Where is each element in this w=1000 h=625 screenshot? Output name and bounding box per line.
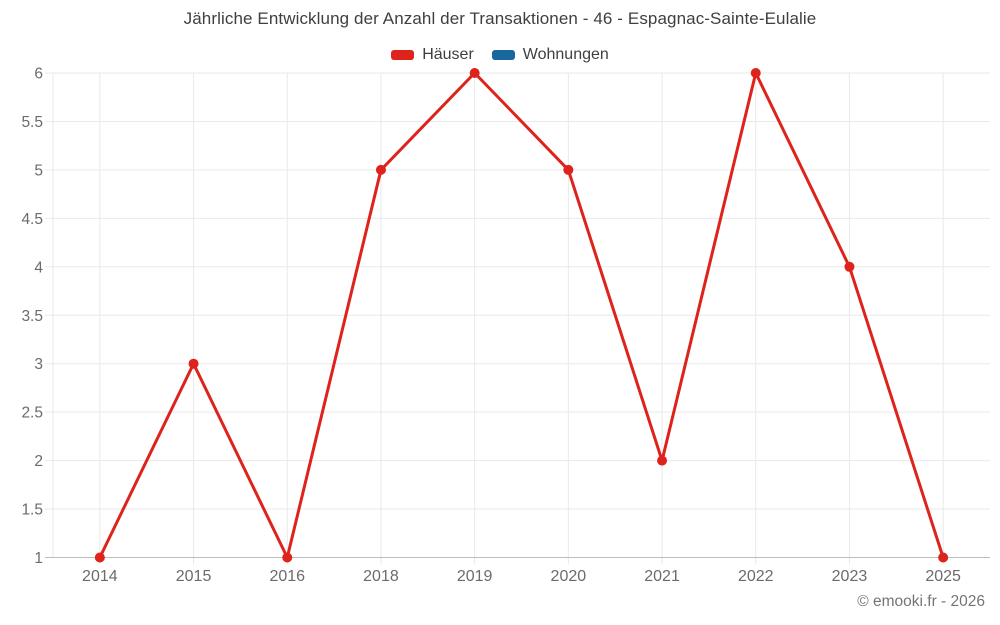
data-point-hauser-2016[interactable] [282, 552, 293, 563]
data-point-hauser-2014[interactable] [94, 552, 105, 563]
x-tick-label-2020: 2020 [551, 568, 587, 585]
y-tick-label: 6 [34, 66, 43, 83]
legend-swatch-wohnungen [491, 50, 515, 60]
y-tick-label: 3.5 [21, 308, 43, 325]
x-tick-label-2014: 2014 [82, 568, 118, 585]
x-tick-label-2025: 2025 [925, 568, 961, 585]
data-point-hauser-2015[interactable] [188, 358, 199, 369]
legend-label-wohnungen: Wohnungen [522, 46, 609, 63]
y-tick-label: 1 [34, 550, 43, 567]
legend-label-hauser: Häuser [422, 46, 474, 63]
x-tick-label-2023: 2023 [832, 568, 868, 585]
y-tick-label: 4.5 [21, 211, 43, 228]
legend-item-wohnungen[interactable]: Wohnungen [491, 46, 609, 64]
data-point-hauser-2019[interactable] [469, 68, 480, 78]
x-tick-label-2016: 2016 [269, 568, 305, 585]
y-tick-label: 3 [34, 356, 43, 373]
data-point-hauser-2022[interactable] [750, 68, 761, 78]
y-tick-label: 5.5 [21, 114, 43, 131]
x-tick-label-2021: 2021 [644, 568, 680, 585]
legend-item-hauser[interactable]: Häuser [391, 46, 474, 64]
data-point-hauser-2018[interactable] [375, 164, 386, 175]
data-point-hauser-2020[interactable] [563, 164, 574, 175]
x-tick-label-2018: 2018 [363, 568, 399, 585]
data-point-hauser-2025[interactable] [938, 552, 949, 563]
y-tick-label: 2 [34, 453, 43, 470]
x-tick-label-2015: 2015 [176, 568, 212, 585]
chart-title: Jährliche Entwicklung der Anzahl der Tra… [183, 9, 817, 28]
data-point-hauser-2023[interactable] [844, 261, 855, 272]
y-tick-label: 5 [34, 162, 43, 179]
data-point-hauser-2021[interactable] [657, 455, 668, 466]
y-tick-label: 2.5 [21, 405, 43, 422]
y-tick-label: 4 [34, 259, 43, 276]
copyright-watermark: © emooki.fr - 2026 [857, 593, 985, 610]
y-tick-label: 1.5 [21, 502, 43, 519]
x-tick-label-2019: 2019 [457, 568, 493, 585]
series-line-hauser [98, 71, 945, 559]
legend-swatch-hauser [391, 50, 415, 60]
legend: Häuser Wohnungen [0, 46, 1000, 64]
x-tick-label-2022: 2022 [738, 568, 774, 585]
